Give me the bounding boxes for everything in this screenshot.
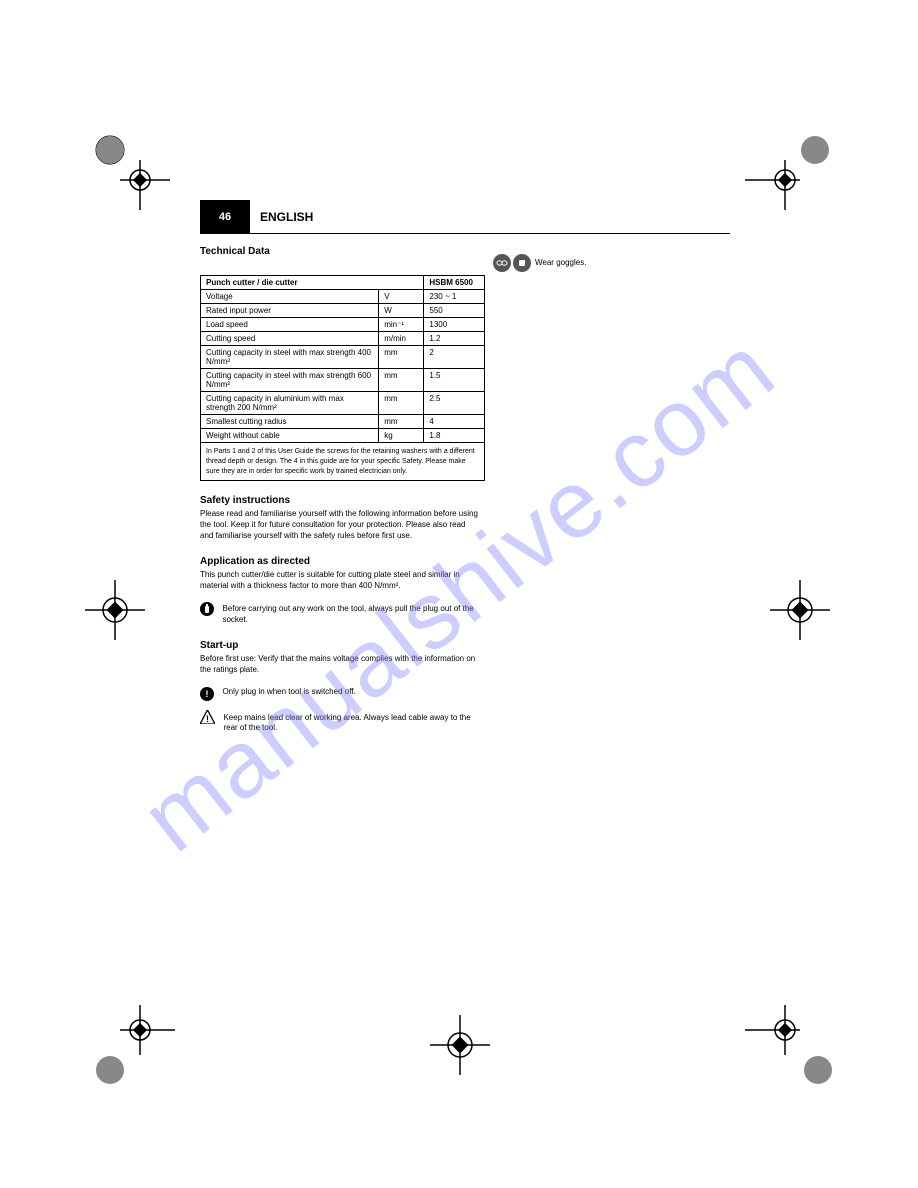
note-text: Keep mains lead clear of working area. A… [223, 713, 483, 735]
table-row: Cutting speedm/min1.2 [201, 332, 485, 346]
exclaim-icon: ! [200, 687, 214, 701]
section-title: Start-up [200, 640, 730, 651]
note-text: Before carrying out any work on the tool… [222, 604, 482, 626]
table-row: Rated input powerW550 [201, 304, 485, 318]
goggles-icon [493, 254, 511, 272]
table-header-row: Punch cutter / die cutter HSBM 6500 [201, 276, 485, 290]
table-row: Cutting capacity in steel with max stren… [201, 369, 485, 392]
crop-mark-top-right [740, 125, 840, 225]
svg-text:!: ! [206, 714, 209, 724]
table-footer-row: In Parts 1 and 2 of this User Guide the … [201, 443, 485, 481]
table-row: Cutting capacity in steel with max stren… [201, 346, 485, 369]
page-content: 46 ENGLISH Technical Data Punch cutter /… [200, 200, 730, 734]
table-title: Technical Data [200, 246, 730, 257]
crop-mark-mid-left [85, 580, 145, 640]
section-title: Safety instructions [200, 495, 730, 506]
table-row: Smallest cutting radiusmm4 [201, 415, 485, 429]
spec-table: Punch cutter / die cutter HSBM 6500 Volt… [200, 275, 485, 481]
section-title: Application as directed [200, 556, 730, 567]
crop-mark-mid-right [770, 580, 830, 640]
warning-triangle-icon: ! [200, 711, 219, 728]
extinguisher-icon [200, 602, 214, 616]
crop-mark-bottom-center [430, 1015, 490, 1075]
crop-mark-bottom-right [740, 1000, 840, 1100]
ppe-icons [493, 254, 531, 272]
section-body: This punch cutter/die cutter is suitable… [200, 570, 480, 592]
page-header: 46 ENGLISH [200, 200, 730, 234]
crop-mark-bottom-left [85, 1000, 185, 1100]
note-text: Only plug in when tool is switched off. [222, 687, 482, 698]
section-body: Please read and familiarise yourself wit… [200, 509, 480, 541]
crop-mark-top-left [85, 125, 175, 215]
section-body: Before first use: Verify that the mains … [200, 654, 480, 676]
wear-goggles-text: Wear goggles. [535, 258, 735, 267]
page-language-title: ENGLISH [250, 200, 730, 233]
page-number-box: 46 [200, 200, 250, 233]
table-row: Weight without cablekg1.8 [201, 429, 485, 443]
gloves-icon [513, 254, 531, 272]
table-col1-header: Punch cutter / die cutter [201, 276, 424, 290]
table-col2-header: HSBM 6500 [424, 276, 485, 290]
table-row: VoltageV230 ~ 1 [201, 290, 485, 304]
table-row: Load speedmin⁻¹1300 [201, 318, 485, 332]
table-row: Cutting capacity in aluminium with max s… [201, 392, 485, 415]
